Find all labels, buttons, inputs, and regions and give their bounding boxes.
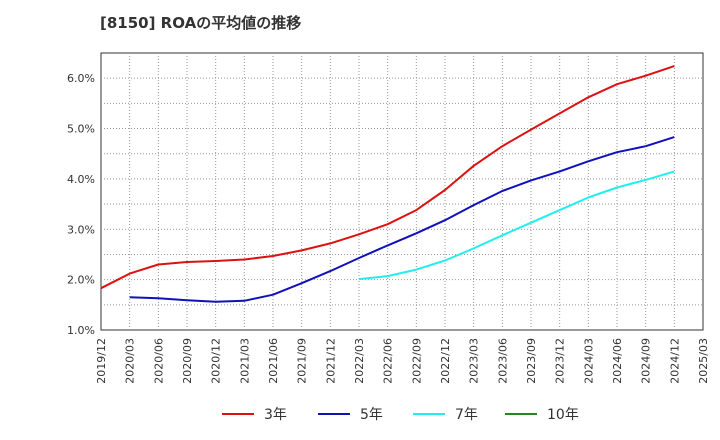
x-tick-label: 2020/12 bbox=[210, 338, 223, 384]
x-tick-label: 2025/03 bbox=[697, 338, 710, 384]
series-line bbox=[129, 136, 675, 303]
series-line bbox=[100, 65, 675, 290]
legend-label: 7年 bbox=[455, 407, 478, 423]
x-tick-label: 2021/09 bbox=[296, 338, 309, 384]
chart-title: [8150] ROAの平均値の推移 bbox=[100, 14, 302, 32]
x-tick-label: 2022/12 bbox=[439, 338, 452, 384]
y-tick-label: 6.0% bbox=[67, 72, 95, 85]
series-lines bbox=[100, 65, 675, 303]
x-tick-label: 2022/09 bbox=[410, 338, 423, 384]
x-tick-label: 2023/12 bbox=[554, 338, 567, 384]
legend-label: 10年 bbox=[547, 407, 579, 423]
x-tick-label: 2023/03 bbox=[468, 338, 481, 384]
x-tick-label: 2022/06 bbox=[382, 338, 395, 384]
legend-label: 3年 bbox=[264, 407, 287, 423]
x-tick-label: 2021/03 bbox=[238, 338, 251, 384]
x-tick-label: 2024/09 bbox=[640, 338, 653, 384]
x-tick-label: 2023/06 bbox=[496, 338, 509, 384]
y-tick-label: 5.0% bbox=[67, 123, 95, 136]
series-line bbox=[358, 170, 675, 281]
x-tick-label: 2024/06 bbox=[611, 338, 624, 384]
x-tick-label: 2020/03 bbox=[124, 338, 137, 384]
x-axis-ticks: 2019/12 2020/03 2020/06 2020/09 2020/12 2021/… bbox=[95, 338, 710, 384]
y-tick-label: 1.0% bbox=[67, 324, 95, 337]
x-tick-label: 2022/03 bbox=[353, 338, 366, 384]
x-tick-label: 2021/06 bbox=[267, 338, 280, 384]
x-tick-label: 2024/12 bbox=[668, 338, 681, 384]
y-tick-label: 4.0% bbox=[67, 173, 95, 186]
x-tick-label: 2020/09 bbox=[181, 338, 194, 384]
plot-area bbox=[100, 52, 704, 331]
x-tick-label: 2020/06 bbox=[152, 338, 165, 384]
y-axis-ticks: 1.0% 2.0% 3.0% 4.0% 5.0% 6.0% bbox=[67, 72, 95, 337]
legend-label: 5年 bbox=[360, 407, 383, 423]
legend: 3年 5年 7年 10年 bbox=[222, 407, 579, 423]
y-tick-label: 2.0% bbox=[67, 274, 95, 287]
grid-lines bbox=[101, 53, 703, 330]
y-tick-label: 3.0% bbox=[67, 223, 95, 236]
x-tick-label: 2024/03 bbox=[582, 338, 595, 384]
x-tick-label: 2021/12 bbox=[324, 338, 337, 384]
x-tick-label: 2023/09 bbox=[525, 338, 538, 384]
x-tick-label: 2019/12 bbox=[95, 338, 108, 384]
